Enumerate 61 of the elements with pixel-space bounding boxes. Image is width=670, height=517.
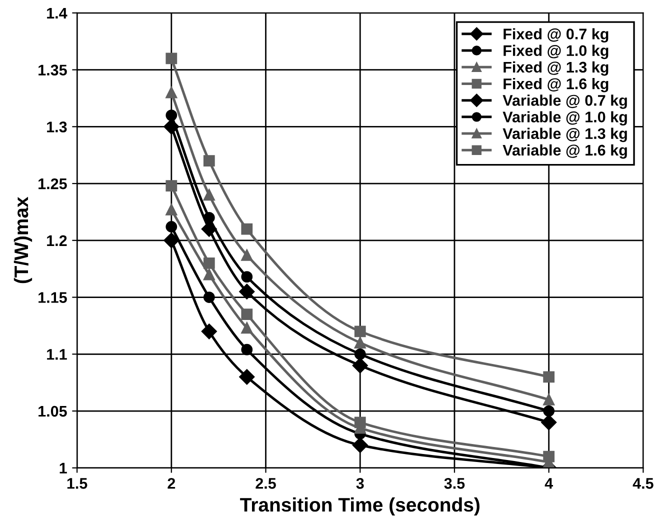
y-tick-label: 1.4 (47, 8, 68, 18)
point (541, 414, 557, 430)
y-tick-label: 1 (60, 462, 67, 474)
point (239, 284, 255, 300)
y-tick-label: 1.1 (47, 349, 67, 360)
legend-label: Fixed @ 1.6 kg (504, 78, 608, 92)
point (166, 86, 178, 98)
y-tick-label: 1.2 (47, 235, 67, 246)
point (543, 394, 555, 406)
point (203, 257, 215, 269)
point (354, 337, 366, 348)
y-tick-label: 1.35 (38, 64, 67, 76)
point (352, 437, 368, 453)
point (164, 118, 180, 134)
point (203, 212, 215, 224)
x-tick-label: 2.5 (256, 478, 276, 489)
point (166, 221, 178, 232)
point (241, 322, 253, 334)
point (354, 348, 366, 360)
legend-label: Fixed @ 0.7 kg (504, 28, 608, 43)
point (354, 326, 366, 338)
y-axis-title: (T/W)max (14, 196, 32, 284)
point (203, 268, 215, 280)
legend-label: Variable @ 1.0 kg (502, 111, 627, 126)
legend-label: Variable @ 0.7 kg (502, 94, 627, 109)
x-tick-label: 4 (544, 478, 554, 489)
legend-label: Variable @ 1.3 kg (502, 128, 627, 142)
y-tick-label: 1.05 (38, 406, 67, 417)
point (354, 416, 366, 428)
legend-label: Variable @ 1.6 kg (502, 144, 627, 159)
point (203, 155, 215, 166)
y-tick-label: 1.3 (47, 122, 67, 132)
x-tick-label: 1.5 (67, 478, 88, 489)
point (239, 369, 255, 385)
y-tick-label: 1.15 (38, 292, 67, 303)
y-tick-label: 1.25 (38, 178, 67, 190)
point (241, 223, 253, 235)
point (543, 405, 555, 417)
point (543, 371, 555, 383)
point (164, 232, 180, 248)
point (201, 221, 217, 237)
point (166, 110, 178, 121)
point (241, 249, 253, 261)
point (241, 344, 253, 356)
point (166, 204, 178, 216)
point (543, 450, 555, 462)
point (241, 308, 253, 320)
point (241, 271, 253, 282)
x-axis-title: Transition Time (seconds) (240, 497, 480, 516)
x-tick-label: 3.5 (444, 478, 465, 489)
point (166, 180, 178, 192)
x-tick-label: 4.5 (632, 478, 654, 489)
legend-label: Fixed @ 1.3 kg (504, 61, 608, 76)
legend-label: Fixed @ 1.0 kg (504, 44, 608, 60)
point (166, 52, 178, 64)
point (352, 358, 368, 374)
x-tick-label: 3 (356, 478, 364, 489)
point (201, 324, 217, 340)
point (203, 189, 215, 201)
x-tick-label: 2 (168, 478, 176, 489)
point (203, 292, 215, 303)
